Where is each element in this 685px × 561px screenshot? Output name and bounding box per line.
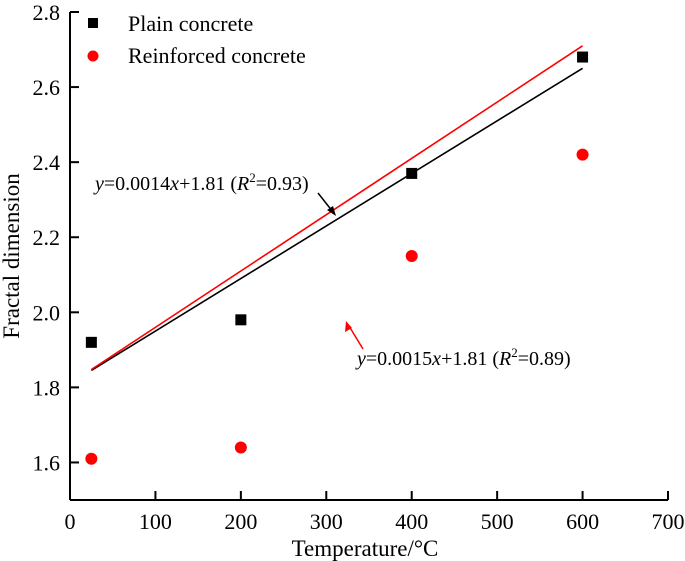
legend-label-reinforced: Reinforced concrete (128, 43, 306, 68)
x-tick-label: 200 (224, 509, 257, 534)
legend-marker-plain (88, 18, 98, 28)
fit-lines (90, 45, 584, 372)
y-tick-label: 2.2 (33, 225, 61, 250)
x-tick-label: 500 (481, 509, 514, 534)
x-tick-label: 700 (652, 509, 685, 534)
data-point-reinforced (85, 452, 98, 465)
legend: Plain concrete Reinforced concrete (87, 11, 306, 68)
data-point-reinforced (576, 148, 589, 161)
y-tick-label: 2.0 (33, 300, 61, 325)
y-tick-label: 1.6 (33, 450, 61, 475)
equation-reinforced: y=0.0015x+1.81 (R2=0.89) (355, 345, 571, 370)
y-tick-label: 1.8 (33, 375, 61, 400)
equation-plain: y=0.0014x+1.81 (R2=0.93) (93, 170, 309, 195)
data-point-reinforced (405, 250, 418, 262)
x-tick-label: 400 (395, 509, 428, 534)
fit-line-plain (90, 67, 583, 372)
data-point-reinforced (234, 441, 247, 454)
data-point-plain (406, 167, 418, 179)
data-point-plain (577, 51, 589, 63)
equation-reinforced-arrow (348, 325, 364, 350)
arrow-head-icon (327, 206, 336, 216)
fit-line-reinforced (90, 45, 584, 371)
y-tick-label: 2.8 (33, 0, 61, 25)
y-tick-label: 2.6 (33, 75, 61, 100)
y-tick-label: 2.4 (33, 150, 61, 175)
arrow-head-icon (345, 321, 352, 332)
y-axis-label: Fractal dimension (0, 173, 24, 339)
data-points (85, 51, 589, 465)
x-tick-label: 600 (566, 509, 599, 534)
data-point-plain (235, 314, 247, 326)
x-tick-label: 300 (310, 509, 343, 534)
legend-marker-reinforced (87, 50, 99, 62)
x-tick-label: 0 (65, 509, 76, 534)
legend-label-plain: Plain concrete (128, 11, 253, 36)
x-tick-label: 100 (139, 509, 172, 534)
data-point-plain (85, 336, 97, 348)
x-axis-label: Temperature/°C (292, 536, 439, 561)
